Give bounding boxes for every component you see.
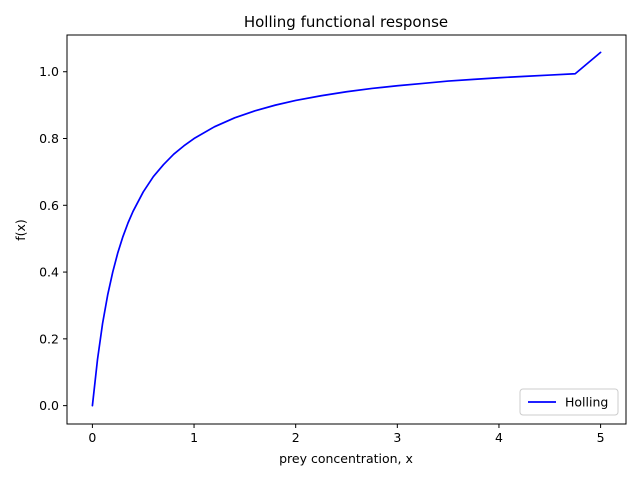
x-axis-label: prey concentration, x — [279, 451, 413, 466]
x-tick-label: 2 — [292, 430, 300, 445]
x-tick-label: 5 — [597, 430, 605, 445]
y-tick-label: 0.8 — [39, 131, 59, 146]
x-tick-label: 0 — [88, 430, 96, 445]
y-tick-label: 0.4 — [39, 265, 59, 280]
x-tick-label: 1 — [190, 430, 198, 445]
y-tick-label: 0.0 — [39, 398, 59, 413]
y-tick-label: 1.0 — [39, 64, 59, 79]
x-tick-label: 4 — [495, 430, 503, 445]
legend-box — [519, 388, 619, 416]
legend: Holling — [519, 388, 619, 416]
chart-title: Holling functional response — [244, 13, 448, 31]
y-tick-label: 0.2 — [39, 331, 59, 346]
series-line-holling — [91, 51, 602, 407]
y-axis-label: f(x) — [13, 219, 28, 241]
y-tick-label: 0.6 — [39, 198, 59, 213]
axes-frame — [66, 34, 627, 425]
legend-label-holling: Holling — [565, 395, 608, 410]
plot-area: 0 1 2 3 4 5 0.0 0.2 0.4 0.6 0.8 1.0 — [39, 34, 627, 445]
x-tick-label: 3 — [393, 430, 401, 445]
